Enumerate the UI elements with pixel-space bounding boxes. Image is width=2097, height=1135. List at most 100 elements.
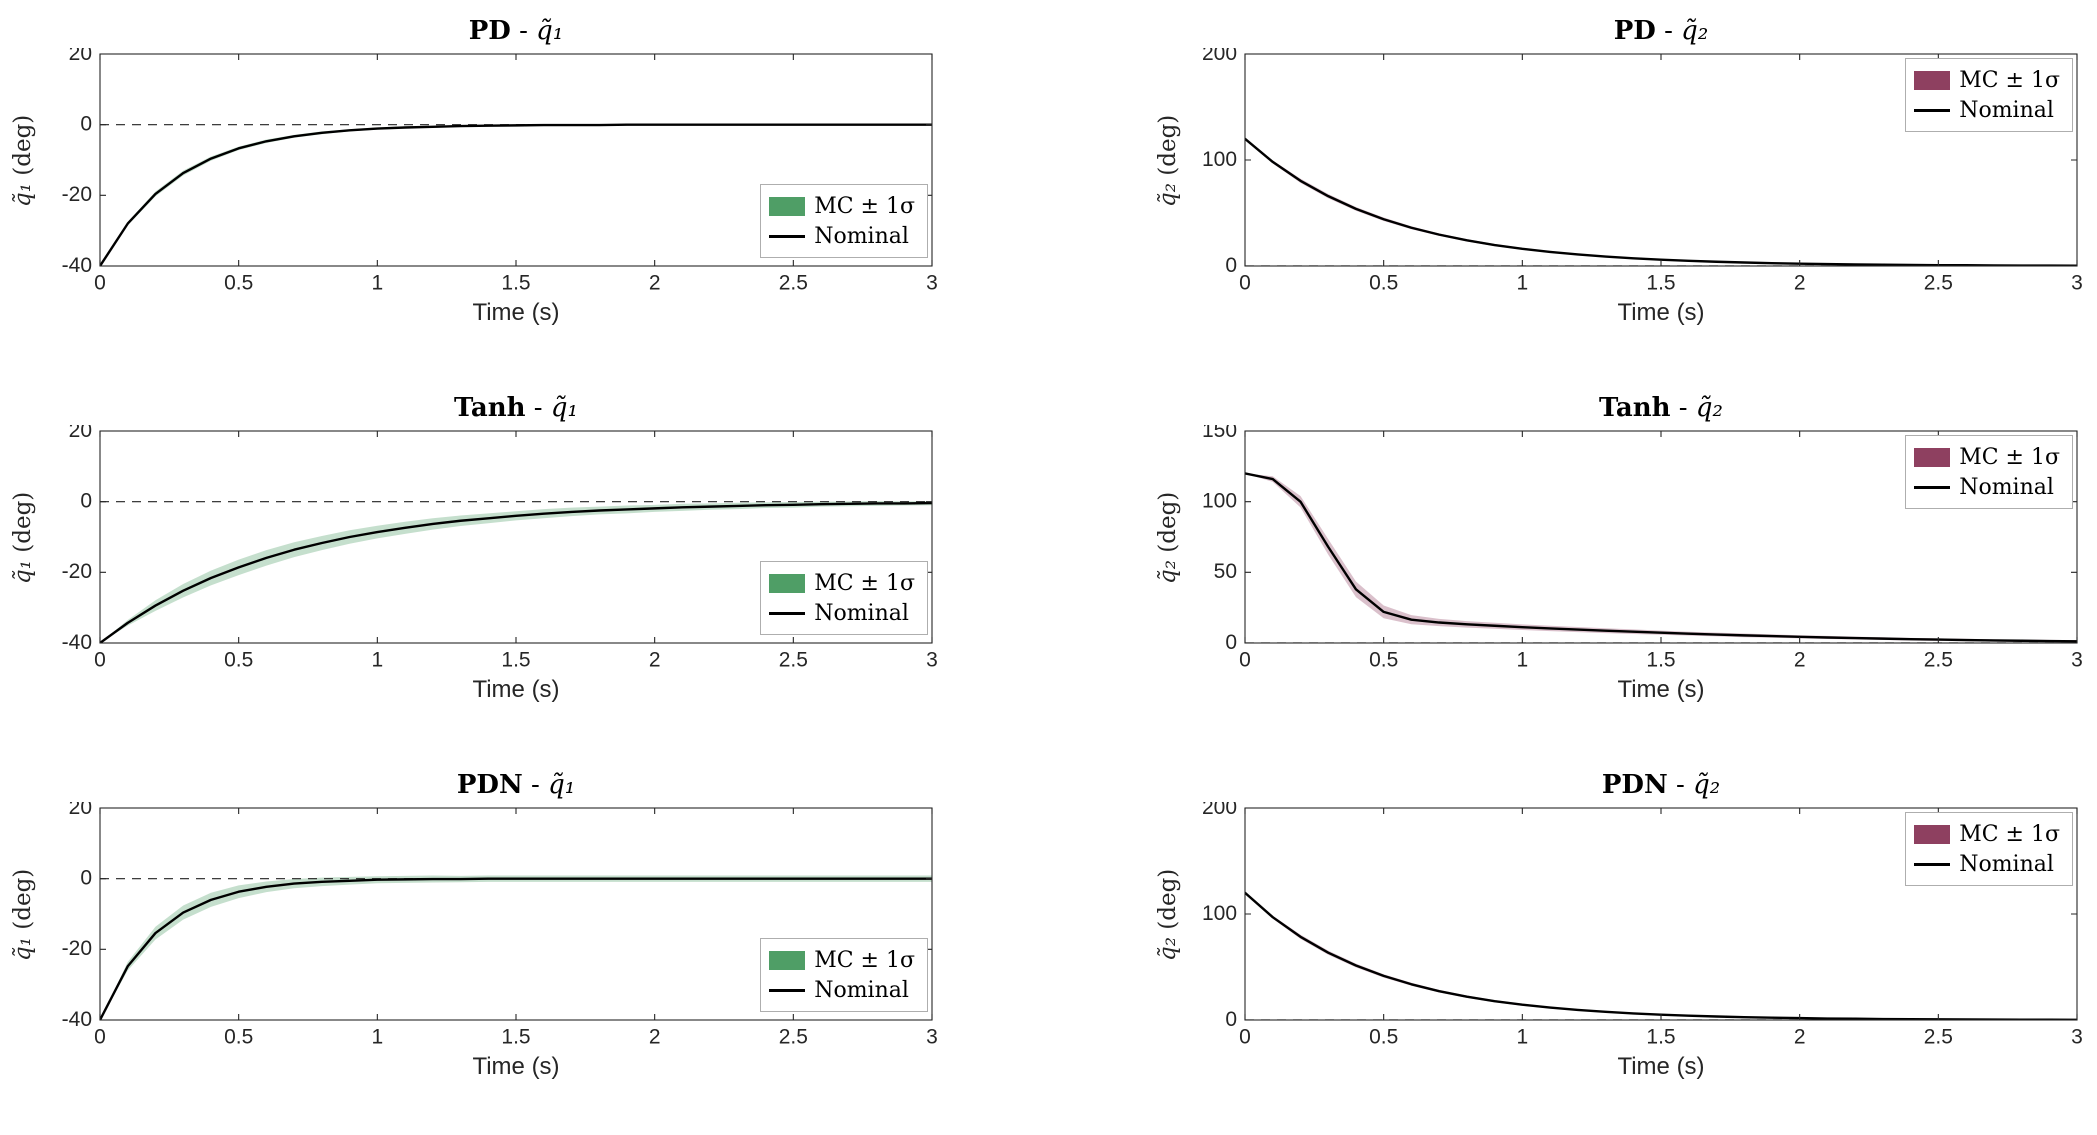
legend-label: Nominal: [1959, 97, 2054, 123]
legend-entry-nominal: Nominal: [769, 975, 915, 1005]
subplot-pd-q2: PD - q̃₂ q̃₂ (deg) MC ± 1σ Nominal Time …: [1048, 4, 2097, 381]
plot-title: PDN - q̃₂: [1211, 768, 2097, 802]
plot-title: Tanh - q̃₁: [66, 391, 966, 425]
plot-canvas: [38, 425, 938, 675]
x-axis-label: Time (s): [472, 1053, 560, 1080]
legend-label: MC ± 1σ: [1959, 821, 2060, 847]
title-math: q̃₂: [1695, 393, 1723, 423]
y-label-unit: (deg): [1155, 491, 1181, 561]
title-math: q̃₂: [1681, 16, 1709, 46]
title-sep: -: [510, 16, 537, 46]
y-axis-label: q̃₁ (deg): [8, 36, 38, 286]
mc-band-swatch: [769, 950, 806, 970]
nominal-line-swatch: [769, 611, 806, 615]
legend-entry-mc: MC ± 1σ: [1914, 65, 2060, 95]
y-label-unit: (deg): [10, 491, 36, 561]
y-label-math: q̃₁: [10, 183, 36, 208]
legend-entry-nominal: Nominal: [769, 221, 915, 251]
legend-entry-mc: MC ± 1σ: [1914, 442, 2060, 472]
mc-band-swatch: [769, 196, 806, 216]
legend-label: Nominal: [814, 977, 909, 1003]
y-label-math: q̃₂: [1155, 937, 1181, 962]
nominal-line-swatch: [769, 988, 806, 992]
legend-label: MC ± 1σ: [1959, 67, 2060, 93]
title-bold: PD: [468, 16, 511, 46]
legend-label: Nominal: [1959, 851, 2054, 877]
title-sep: -: [1655, 16, 1682, 46]
legend-label: Nominal: [814, 223, 909, 249]
plot-title: PD - q̃₂: [1211, 14, 2097, 48]
mc-band-swatch: [1914, 447, 1951, 467]
title-math: q̃₂: [1693, 770, 1721, 800]
plot-title: PD - q̃₁: [66, 14, 966, 48]
x-axis-label: Time (s): [472, 676, 560, 703]
plot-canvas: [38, 48, 938, 298]
y-axis-label: q̃₁ (deg): [8, 790, 38, 1040]
legend-label: MC ± 1σ: [1959, 444, 2060, 470]
title-sep: -: [522, 770, 549, 800]
mc-band-swatch: [1914, 70, 1951, 90]
nominal-line-swatch: [769, 234, 806, 238]
y-axis-label: q̃₂ (deg): [1153, 36, 1183, 286]
subplot-pd-q1: PD - q̃₁ q̃₁ (deg) MC ± 1σ Nominal Time …: [0, 4, 1048, 381]
subplot-pdn-q2: PDN - q̃₂ q̃₂ (deg) MC ± 1σ Nominal Time…: [1048, 758, 2097, 1135]
y-label-math: q̃₁: [10, 937, 36, 962]
legend: MC ± 1σ Nominal: [760, 938, 928, 1012]
y-label-math: q̃₂: [1155, 183, 1181, 208]
plot-title: Tanh - q̃₂: [1211, 391, 2097, 425]
legend: MC ± 1σ Nominal: [760, 561, 928, 635]
legend-entry-mc: MC ± 1σ: [769, 191, 915, 221]
x-axis-label: Time (s): [1617, 676, 1705, 703]
subplot-tanh-q2: Tanh - q̃₂ q̃₂ (deg) MC ± 1σ Nominal Tim…: [1048, 381, 2097, 758]
legend-entry-mc: MC ± 1σ: [769, 945, 915, 975]
legend: MC ± 1σ Nominal: [1905, 435, 2073, 509]
title-bold: PDN: [456, 770, 523, 800]
title-math: q̃₁: [550, 393, 578, 423]
y-label-math: q̃₂: [1155, 560, 1181, 585]
title-sep: -: [1667, 770, 1694, 800]
subplot-tanh-q1: Tanh - q̃₁ q̃₁ (deg) MC ± 1σ Nominal Tim…: [0, 381, 1048, 758]
legend-label: Nominal: [1959, 474, 2054, 500]
y-label-unit: (deg): [1155, 114, 1181, 184]
plot-canvas: [38, 802, 938, 1052]
nominal-line-swatch: [1914, 485, 1951, 489]
y-axis-label: q̃₂ (deg): [1153, 790, 1183, 1040]
legend-label: MC ± 1σ: [814, 947, 915, 973]
legend-entry-nominal: Nominal: [769, 598, 915, 628]
y-label-unit: (deg): [10, 114, 36, 184]
x-axis-label: Time (s): [472, 299, 560, 326]
nominal-line-swatch: [1914, 108, 1951, 112]
title-sep: -: [1670, 393, 1696, 423]
title-math: q̃₁: [536, 16, 564, 46]
mc-band-swatch: [1914, 824, 1951, 844]
x-axis-label: Time (s): [1617, 299, 1705, 326]
y-axis-label: q̃₁ (deg): [8, 413, 38, 663]
y-label-math: q̃₁: [10, 560, 36, 585]
title-math: q̃₁: [548, 770, 576, 800]
title-bold: Tanh: [454, 393, 526, 423]
title-bold: Tanh: [1599, 393, 1671, 423]
title-bold: PDN: [1601, 770, 1668, 800]
legend-label: Nominal: [814, 600, 909, 626]
legend-entry-mc: MC ± 1σ: [769, 568, 915, 598]
legend-entry-nominal: Nominal: [1914, 849, 2060, 879]
mc-band-swatch: [769, 573, 806, 593]
legend-entry-mc: MC ± 1σ: [1914, 819, 2060, 849]
y-label-unit: (deg): [1155, 868, 1181, 938]
legend: MC ± 1σ Nominal: [1905, 58, 2073, 132]
y-label-unit: (deg): [10, 868, 36, 938]
plot-title: PDN - q̃₁: [66, 768, 966, 802]
title-bold: PD: [1613, 16, 1656, 46]
legend-label: MC ± 1σ: [814, 570, 915, 596]
title-sep: -: [525, 393, 551, 423]
legend-entry-nominal: Nominal: [1914, 95, 2060, 125]
legend: MC ± 1σ Nominal: [760, 184, 928, 258]
legend-entry-nominal: Nominal: [1914, 472, 2060, 502]
nominal-line-swatch: [1914, 862, 1951, 866]
legend: MC ± 1σ Nominal: [1905, 812, 2073, 886]
subplot-pdn-q1: PDN - q̃₁ q̃₁ (deg) MC ± 1σ Nominal Time…: [0, 758, 1048, 1135]
x-axis-label: Time (s): [1617, 1053, 1705, 1080]
y-axis-label: q̃₂ (deg): [1153, 413, 1183, 663]
legend-label: MC ± 1σ: [814, 193, 915, 219]
